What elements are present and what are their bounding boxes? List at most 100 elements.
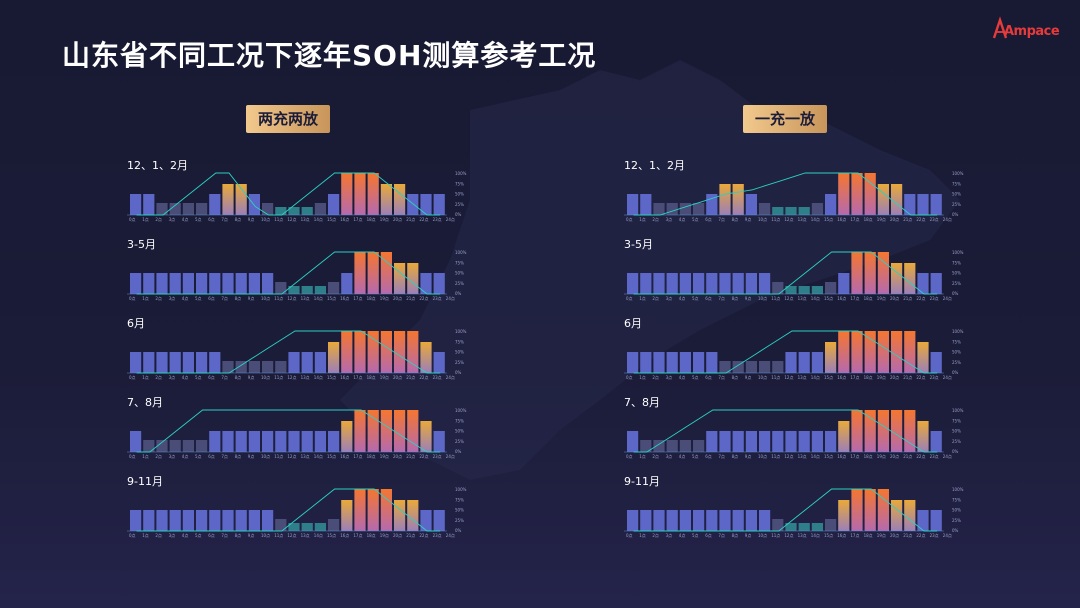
x-tick-label: 24点 <box>943 374 952 380</box>
right-axis-tick: 25% <box>952 202 961 207</box>
bar <box>706 431 718 452</box>
x-tick-label: 17点 <box>850 532 859 538</box>
x-tick-label: 9点 <box>745 374 752 380</box>
x-tick-label: 8点 <box>235 532 242 538</box>
bar <box>706 273 718 294</box>
bar <box>653 203 665 215</box>
x-tick-label: 7点 <box>718 453 725 459</box>
x-tick-label: 22点 <box>916 374 925 380</box>
x-tick-label: 19点 <box>380 216 389 222</box>
bar <box>367 489 379 531</box>
x-tick-label: 17点 <box>850 216 859 222</box>
bar <box>394 331 406 373</box>
bar <box>394 263 406 294</box>
bar <box>772 519 784 531</box>
x-tick-label: 10点 <box>758 216 767 222</box>
x-tick-label: 8点 <box>235 216 242 222</box>
bar <box>169 352 181 373</box>
x-tick-label: 5点 <box>195 216 202 222</box>
right-axis-tick: 50% <box>952 429 961 434</box>
bar <box>130 352 142 373</box>
x-tick-label: 12点 <box>287 295 296 301</box>
bar <box>930 431 942 452</box>
x-tick-label: 19点 <box>380 295 389 301</box>
x-tick-label: 20点 <box>393 374 402 380</box>
x-tick-label: 17点 <box>353 453 362 459</box>
x-tick-label: 9点 <box>745 453 752 459</box>
x-tick-label: 14点 <box>811 295 820 301</box>
x-tick-label: 19点 <box>380 453 389 459</box>
right-axis-tick: 25% <box>455 281 464 286</box>
bar <box>156 510 168 531</box>
x-tick-label: 5点 <box>195 532 202 538</box>
bar <box>235 361 247 373</box>
bar <box>772 431 784 452</box>
right-axis-tick: 50% <box>455 429 464 434</box>
bar <box>745 431 757 452</box>
bar <box>275 519 287 531</box>
bar <box>196 203 208 215</box>
x-tick-label: 24点 <box>943 532 952 538</box>
bar <box>407 331 419 373</box>
x-tick-label: 16点 <box>340 216 349 222</box>
right-axis-tick: 100% <box>952 487 964 492</box>
x-tick-label: 7点 <box>221 374 228 380</box>
bar <box>420 421 432 452</box>
x-tick-label: 17点 <box>850 374 859 380</box>
chart-title: 6月 <box>127 317 145 330</box>
bar <box>759 203 771 215</box>
x-tick-label: 16点 <box>340 532 349 538</box>
bar <box>288 207 300 215</box>
bar <box>288 352 300 373</box>
x-tick-label: 18点 <box>367 295 376 301</box>
bar <box>772 361 784 373</box>
right-axis-tick: 25% <box>952 360 961 365</box>
x-tick-label: 10点 <box>261 216 270 222</box>
bar <box>653 352 665 373</box>
soc-line <box>633 330 938 374</box>
x-tick-label: 23点 <box>930 532 939 538</box>
bar <box>130 431 142 452</box>
x-tick-label: 1点 <box>142 216 149 222</box>
chart-title: 6月 <box>624 317 642 330</box>
x-tick-label: 1点 <box>142 453 149 459</box>
bar <box>433 194 445 215</box>
x-tick-label: 2点 <box>155 532 162 538</box>
bar <box>341 331 353 373</box>
bar <box>235 184 247 215</box>
bar <box>248 431 260 452</box>
x-tick-label: 5点 <box>195 453 202 459</box>
bar <box>235 273 247 294</box>
bar <box>838 421 850 452</box>
right-axis-tick: 0% <box>455 291 462 296</box>
bar <box>275 282 287 294</box>
x-tick-label: 10点 <box>261 374 270 380</box>
x-tick-label: 1点 <box>142 532 149 538</box>
chart-title: 3-5月 <box>624 238 653 251</box>
bar <box>407 263 419 294</box>
x-tick-label: 19点 <box>877 453 886 459</box>
chart-title: 7、8月 <box>624 396 660 409</box>
x-tick-label: 4点 <box>182 216 189 222</box>
chart-plot: 100% 75% 50% 25% 0% 0点 1点 2点 3点 4点 5点 6点 7点 8点 9点 10点 11… <box>127 408 467 459</box>
bar <box>262 361 274 373</box>
x-tick-label: 20点 <box>393 532 402 538</box>
x-tick-label: 19点 <box>380 374 389 380</box>
x-tick-label: 14点 <box>811 453 820 459</box>
bar <box>877 331 889 373</box>
bar <box>627 510 639 531</box>
bar <box>328 431 340 452</box>
x-tick-label: 23点 <box>930 295 939 301</box>
x-tick-label: 4点 <box>182 453 189 459</box>
x-tick-label: 5点 <box>692 374 699 380</box>
x-tick-label: 11点 <box>274 532 283 538</box>
x-tick-label: 15点 <box>327 374 336 380</box>
bar <box>877 489 889 531</box>
x-tick-label: 12点 <box>784 374 793 380</box>
bar <box>341 173 353 215</box>
soc-line <box>136 172 441 216</box>
bar <box>666 273 678 294</box>
chart-plot: 100% 75% 50% 25% 0% 0点 1点 2点 3点 4点 5点 6点 7点 8点 9点 10点 11… <box>624 408 964 459</box>
x-tick-label: 0点 <box>626 295 633 301</box>
x-tick-label: 7点 <box>718 374 725 380</box>
